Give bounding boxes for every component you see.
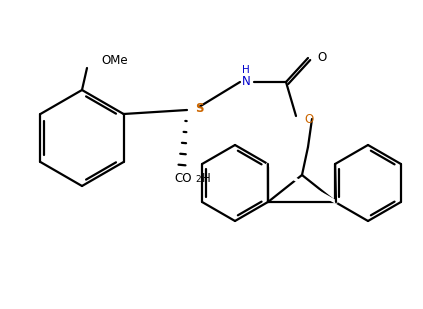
Text: H: H (242, 65, 250, 75)
Text: S: S (195, 101, 203, 115)
Text: 2: 2 (195, 175, 201, 184)
Text: O: O (304, 112, 313, 125)
Text: H: H (202, 171, 211, 184)
Text: OMe: OMe (101, 53, 128, 66)
Text: O: O (317, 50, 326, 64)
Text: CO: CO (174, 171, 192, 184)
Text: N: N (242, 74, 250, 87)
